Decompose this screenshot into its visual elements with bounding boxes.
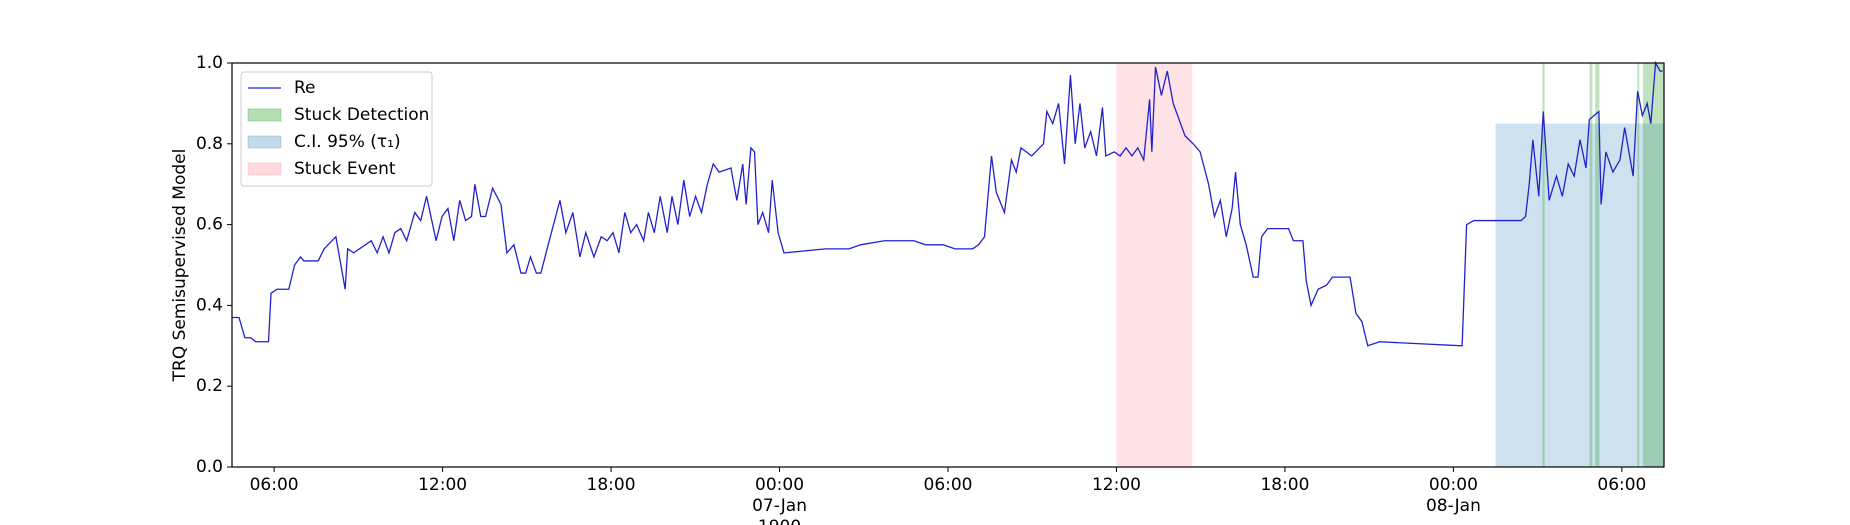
x-tick-label: 08-Jan (1426, 496, 1481, 516)
span-region (1642, 63, 1664, 467)
span-region (1589, 63, 1593, 467)
legend-label: C.I. 95% (τ₁) (294, 132, 401, 152)
x-tick-label: 12:00 (418, 475, 467, 495)
plot-frame (231, 62, 1665, 468)
span-region (1595, 63, 1600, 467)
y-tick-label: 0.6 (196, 215, 223, 235)
legend-swatch (247, 135, 282, 149)
legend-swatch (247, 162, 282, 176)
span-region (1637, 63, 1640, 467)
legend-label: Re (294, 78, 316, 98)
y-tick-label: 0.0 (196, 457, 223, 477)
data-line (232, 60, 1663, 347)
x-tick-label: 00:00 (755, 475, 804, 495)
x-tick-label: 00:00 (1429, 475, 1478, 495)
x-tick-label: 07-Jan (752, 496, 807, 516)
y-tick-label: 0.8 (196, 134, 223, 154)
x-tick-label: 18:00 (1260, 475, 1309, 495)
span-region (1542, 63, 1545, 467)
span-region (1116, 63, 1193, 467)
legend-box (240, 71, 433, 187)
x-tick-label: 12:00 (1092, 475, 1141, 495)
legend-label: Stuck Detection (294, 105, 429, 125)
x-tick-label: 06:00 (1597, 475, 1646, 495)
y-axis-label: TRQ Semisupervised Model (170, 149, 190, 383)
y-tick-label: 0.4 (196, 295, 223, 315)
y-tick-label: 0.2 (196, 376, 223, 396)
x-tick-label: 1900 (758, 517, 801, 525)
y-tick-label: 1.0 (196, 53, 223, 73)
span-region (1495, 123, 1664, 467)
legend-label: Stuck Event (294, 159, 396, 179)
legend-swatch (247, 108, 282, 122)
x-tick-label: 06:00 (250, 475, 299, 495)
x-tick-label: 06:00 (924, 475, 973, 495)
x-tick-label: 18:00 (587, 475, 636, 495)
